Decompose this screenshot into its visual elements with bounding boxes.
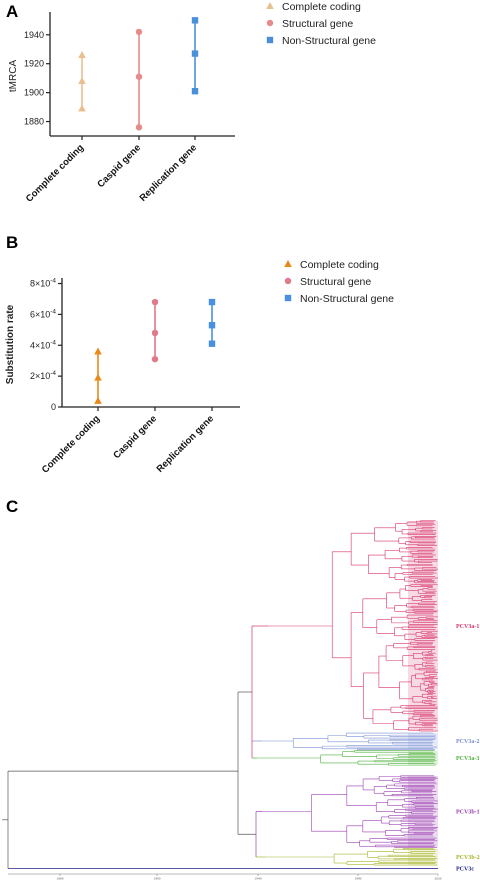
x-category-label: Caspid gene [95, 142, 143, 190]
data-point [151, 298, 159, 306]
time-tick-label: 1980 [355, 877, 362, 881]
data-point [191, 87, 199, 95]
y-axis-title: Substitution rate [5, 304, 16, 384]
x-category-label: Replication gene [138, 142, 200, 204]
time-tick-label: 1900 [154, 877, 161, 881]
legend-label: Structural gene [300, 276, 371, 288]
tip-band [408, 733, 438, 749]
panel-letter-a: A [6, 2, 19, 21]
data-point [208, 298, 216, 306]
clade-label: PCV3b-1 [456, 810, 480, 816]
y-tick-label: 1920 [24, 59, 44, 69]
clade-label: PCV3a-3 [456, 756, 479, 762]
data-point [94, 347, 102, 355]
data-point [94, 373, 102, 381]
y-tick-label: 0 [51, 402, 56, 412]
legend-label: Complete coding [282, 1, 361, 13]
data-point [191, 50, 199, 57]
panel-letter-c: C [6, 497, 19, 516]
data-point [135, 73, 143, 80]
legend-label: Complete coding [300, 259, 379, 271]
data-point [78, 104, 86, 112]
x-category-label: Complete coding [24, 142, 86, 204]
time-tick-label: 1860 [57, 877, 64, 881]
data-point [151, 329, 159, 337]
legend-marker [284, 294, 292, 302]
chart-b: 0 2×10-4 4×10-4 6×10-4 8×10-4 Substitution ra… [5, 259, 394, 476]
data-point [151, 355, 159, 363]
tip-band [408, 751, 438, 765]
clade-label: PCV3a-1 [456, 624, 479, 630]
x-category-label: Complete coding [40, 413, 102, 475]
y-tick-label: 1880 [24, 117, 44, 127]
y-tick-label: 2×10-4 [30, 370, 56, 381]
legend-marker [266, 36, 274, 44]
legend-marker [284, 277, 292, 285]
y-tick-label: 1900 [24, 88, 44, 98]
legend-marker [266, 2, 274, 9]
data-point [78, 77, 86, 85]
data-point [78, 51, 86, 59]
y-tick-label: 6×10-4 [30, 308, 56, 319]
tip-band [408, 849, 438, 865]
clade-label: PCV3c [456, 867, 474, 873]
y-tick-label: 8×10-4 [30, 278, 56, 289]
y-tick-label: 4×10-4 [30, 339, 56, 350]
legend-label: Non-Structural gene [300, 293, 394, 305]
legend-label: Non-Structural gene [282, 35, 376, 47]
data-point [208, 340, 216, 347]
tip-band [408, 776, 438, 847]
y-tick-label: 1940 [24, 30, 44, 40]
tip-band [408, 868, 438, 869]
x-category-label: Caspid gene [111, 413, 159, 461]
x-category-label: Replication gene [155, 413, 217, 475]
time-tick-label: 2020 [435, 877, 442, 881]
tip-band [408, 521, 438, 731]
time-tick-label: 1940 [255, 877, 262, 881]
clade-label: PCV3b-2 [456, 855, 480, 861]
panel-letter-b: B [6, 233, 19, 252]
data-point [208, 322, 216, 329]
legend-marker [284, 260, 292, 267]
y-axis-title: tMRCA [8, 60, 19, 93]
legend-label: Structural gene [282, 18, 353, 30]
data-point [135, 124, 143, 131]
phylogenetic-tree: PCV3a-1 PCV3a-2 PCV3a-3 PCV3b-1 PCV3b-2 PCV3c… [2, 520, 480, 881]
clade-label: PCV3a-2 [456, 739, 479, 745]
legend-marker [266, 19, 274, 27]
data-point [191, 17, 199, 24]
data-point [135, 28, 143, 36]
data-point [94, 396, 102, 404]
